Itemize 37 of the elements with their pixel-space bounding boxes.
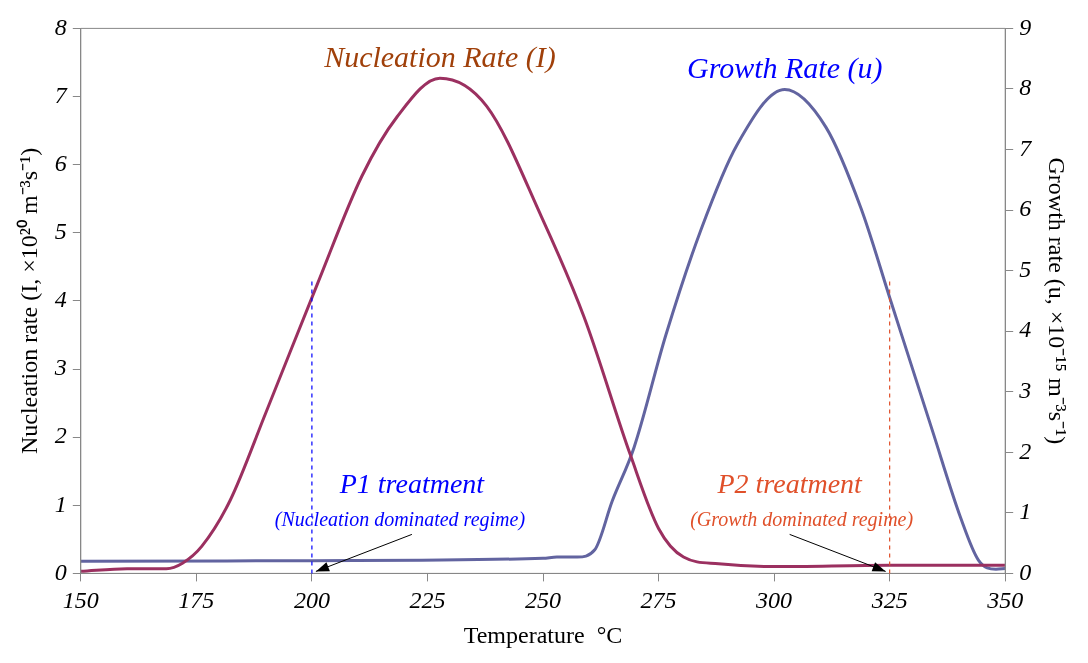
y-tick-label: 8 [54,13,67,40]
y2-tick-label: 0 [1019,558,1032,585]
y2-tick-label: 5 [1019,255,1032,282]
y2-tick-label: 1 [1019,498,1032,525]
y-tick-label: 5 [54,218,67,245]
y2-tick-label: 8 [1019,74,1032,101]
y-tick-label: 2 [54,422,67,449]
series-label: Nucleation Rate (I) [323,40,556,75]
y-tick-label: 1 [54,490,67,517]
y-tick-label: 7 [54,81,68,108]
annotation: (Nucleation dominated regime) [274,508,526,532]
y2-tick-label: 6 [1019,195,1032,222]
x-tick-label: 200 [293,587,330,614]
annotation: P1 treatment [338,468,486,500]
series-label: Growth Rate (u) [686,51,883,86]
annotation: P2 treatment [716,468,864,500]
y2-tick-label: 2 [1019,437,1032,464]
y-tick-label: 6 [54,149,67,176]
x-tick-label: 275 [640,587,677,614]
y2-tick-label: 9 [1019,13,1032,40]
x-tick-label: 350 [986,587,1024,614]
x-tick-label: 300 [755,587,793,614]
x-tick-label: 325 [870,587,908,614]
y-tick-label: 0 [54,558,67,585]
x-axis-title: Temperature °C [463,621,623,648]
x-tick-label: 175 [178,587,215,614]
annotation: (Growth dominated regime) [690,508,914,532]
y-tick-label: 4 [54,286,67,313]
y2-tick-label: 3 [1018,377,1032,404]
y2-tick-label: 7 [1019,134,1033,161]
y2-tick-label: 4 [1019,316,1032,343]
y-axis-title: Nucleation rate (I, ×10²⁰ m⁻³s⁻¹) [15,147,42,455]
x-tick-label: 150 [62,587,99,614]
y2-axis-title: Growth rate (u, ×10⁻¹⁵ m⁻³s⁻¹) [1044,157,1071,445]
x-tick-label: 225 [409,587,446,614]
x-tick-label: 250 [525,587,561,614]
y-tick-label: 3 [53,354,67,381]
